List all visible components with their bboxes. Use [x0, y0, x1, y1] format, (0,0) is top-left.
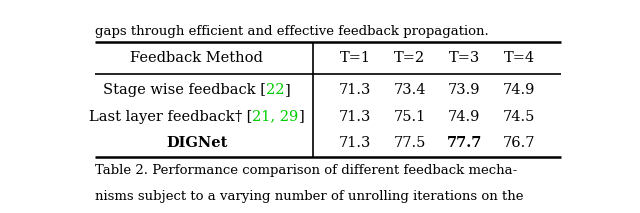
- Text: 77.5: 77.5: [394, 136, 426, 150]
- Text: [: [: [242, 109, 252, 124]
- Text: 74.9: 74.9: [503, 83, 535, 97]
- Text: 77.7: 77.7: [447, 136, 482, 150]
- Text: 74.9: 74.9: [448, 109, 481, 124]
- Text: 74.5: 74.5: [503, 109, 535, 124]
- Text: 71.3: 71.3: [339, 83, 371, 97]
- Text: Feedback Method: Feedback Method: [130, 51, 263, 65]
- Text: 22: 22: [266, 83, 284, 97]
- Text: Table 2. Performance comparison of different feedback mecha-: Table 2. Performance comparison of diffe…: [95, 164, 517, 177]
- Text: DIGNet: DIGNet: [166, 136, 227, 150]
- Text: ]: ]: [284, 83, 290, 97]
- Text: 71.3: 71.3: [339, 109, 371, 124]
- Text: ]: ]: [298, 109, 304, 124]
- Text: †: †: [235, 109, 242, 124]
- Text: nisms subject to a varying number of unrolling iterations on the: nisms subject to a varying number of unr…: [95, 190, 524, 203]
- Text: 73.4: 73.4: [394, 83, 426, 97]
- Text: gaps through efficient and effective feedback propagation.: gaps through efficient and effective fee…: [95, 25, 488, 38]
- Text: 71.3: 71.3: [339, 136, 371, 150]
- Text: 21, 29: 21, 29: [252, 109, 298, 124]
- Text: 73.9: 73.9: [448, 83, 481, 97]
- Text: 75.1: 75.1: [394, 109, 426, 124]
- Text: T=3: T=3: [449, 51, 480, 65]
- Text: T=4: T=4: [504, 51, 534, 65]
- Text: T=2: T=2: [394, 51, 426, 65]
- Text: Stage wise feedback [: Stage wise feedback [: [103, 83, 266, 97]
- Text: T=1: T=1: [340, 51, 371, 65]
- Text: 76.7: 76.7: [502, 136, 535, 150]
- Text: Last layer feedback: Last layer feedback: [89, 109, 235, 124]
